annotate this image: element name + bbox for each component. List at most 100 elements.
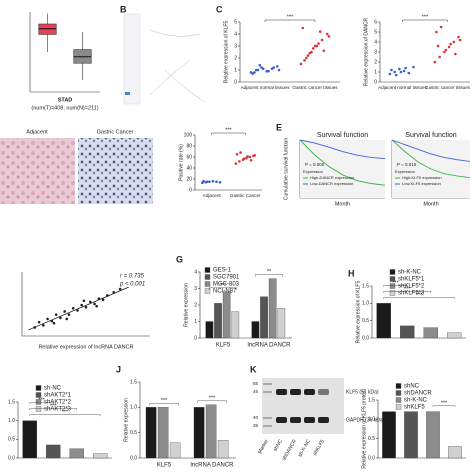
network: B [120,4,206,105]
blot-background [262,378,344,434]
dot [313,44,317,48]
dot [394,73,398,77]
point [84,305,88,309]
legend-label: shAKT2*2 [44,400,72,406]
bar [260,296,268,339]
chart-title: Survival function [317,132,368,139]
western-blot: K 55 45 40 35 KLF5 (51 kDa) GAPDH (36 kDa) Mark… [250,364,385,461]
dot [454,52,457,56]
x-label: Month [423,201,438,207]
dot [444,48,448,52]
x-tick-label: KLF5 [216,343,231,349]
bracket [211,132,246,135]
x-tick-label: lncRNA DANCR [247,343,291,349]
legend-label: shAKT2*3 [44,407,72,413]
bar [231,311,240,339]
y-tick-label: 4 [374,39,377,45]
point [52,321,56,325]
ladder-label: 55 [253,381,259,386]
y-label: Cumulative survival function [283,138,289,200]
dot [407,71,411,75]
band [276,417,287,423]
legend-swatch [204,288,211,294]
dot [258,63,262,67]
annotation: *** [161,398,168,404]
legend-label: sh-K-NC [404,398,428,404]
annotation: *** [209,395,216,401]
bar [205,321,214,339]
y-tick-label: 1.5 [362,283,369,289]
legend-swatch [395,383,402,389]
dot [253,154,256,157]
legend-label: SGC7901 [213,275,240,281]
legend-swatch [389,269,396,275]
dot [438,55,441,59]
panel-label: J [116,364,121,374]
panel-label: C [216,4,223,14]
dot [317,42,320,45]
y-tick-label: 1.0 [8,418,15,424]
image-label: Gastric Cancer [97,129,134,135]
point [54,313,58,316]
bar [193,407,205,459]
band-label: KLF5 (51 kDa) [346,389,379,395]
y-tick-label: 0.5 [8,437,15,443]
dot [449,42,452,46]
x-tick-label: lncRNA DANCR [190,463,234,469]
point [80,303,84,307]
legend-swatch [35,399,42,405]
bar [268,278,277,339]
legend-swatch [395,390,402,396]
legend-label: shNC [404,384,420,390]
bar [447,332,462,339]
y-label: Relative expression of KLF5 [223,21,229,84]
annotation: P = 0.015 [397,162,417,167]
dot [412,65,415,69]
image-label: Adjacent [26,129,48,135]
bracket [29,414,101,417]
bar [222,291,231,339]
annotation: *** [220,282,227,288]
dot [443,50,446,54]
dot [398,67,401,71]
y-tick-label: 0.5 [130,430,137,436]
legend-swatch [389,290,396,296]
point [76,309,79,312]
dot [311,47,315,50]
dot [433,60,437,64]
bracket [29,402,54,405]
dot [239,151,242,154]
point [82,299,86,303]
y-label: Relative expression of DANCR [363,17,369,86]
legend-label: Low-KLF5 expression [402,181,441,186]
y-tick-label: 4 [234,31,237,37]
legend-label: Low-DANCR expression [310,181,353,186]
annotation: *** [225,127,232,133]
dot [457,35,460,39]
bar [22,420,37,459]
bar [382,411,396,459]
panel-label: B [120,4,127,14]
subtitle: (num(T)=408; num(N)=211) [31,105,98,111]
dot [215,180,218,184]
bar [205,404,217,459]
y-label: Relative expression [183,283,189,327]
x-tick-label: KLF5 [157,463,172,469]
legend-label: shKLF5*2 [398,284,425,290]
y-tick-label: 0 [189,187,192,193]
annotation: P = 0.000 [305,162,325,167]
dot [248,155,252,159]
panel-label: K [250,364,257,374]
bar [46,444,61,459]
survival-line [391,139,471,162]
legend-label: sh-NC [44,386,62,392]
legend-label: shKLF5*1 [398,277,425,283]
ladder-label: 35 [253,423,259,428]
bar [145,407,157,459]
bracket [197,400,227,403]
dot [327,35,331,38]
plot-background [300,140,385,198]
dot [306,54,310,57]
bar [217,440,229,459]
